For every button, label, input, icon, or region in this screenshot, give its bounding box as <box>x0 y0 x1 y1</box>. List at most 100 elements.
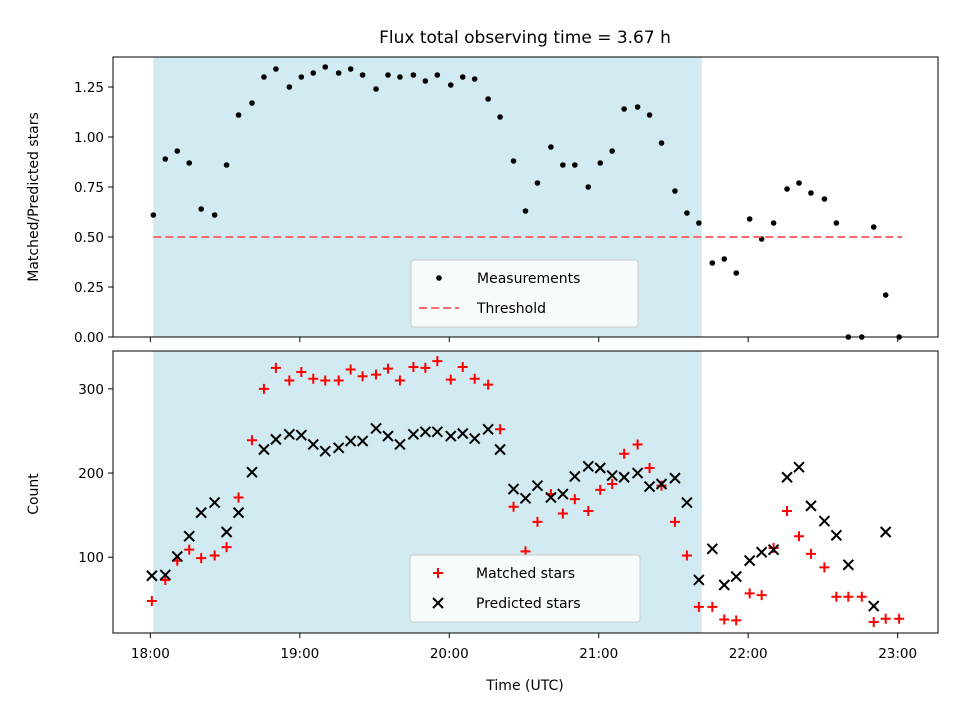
legend-label: Measurements <box>477 271 580 287</box>
measurement-point <box>585 184 592 190</box>
bottom-panel: 100 200 300 18:00 19:00 20:00 21:00 22:00 23:00 M… <box>78 350 939 662</box>
predicted-star-point <box>618 471 630 483</box>
y-tick-label: 0.50 <box>74 230 104 246</box>
measurement-point <box>347 66 354 72</box>
matched-star-point <box>756 590 767 601</box>
matched-star-point <box>284 375 295 386</box>
legend: Measurements Threshold <box>410 259 639 328</box>
matched-star-point <box>632 439 643 450</box>
measurement-point <box>485 96 491 102</box>
matched-star-point <box>681 550 692 561</box>
predicted-star-point <box>270 433 282 446</box>
matched-star-point <box>233 492 244 503</box>
matched-star-point <box>320 375 331 386</box>
predicted-star-point <box>419 426 432 438</box>
matched-star-point <box>856 591 867 602</box>
matched-star-point <box>270 362 281 373</box>
measurement-point <box>696 220 702 226</box>
legend: Matched stars Predicted stars <box>409 554 641 623</box>
measurement-point <box>534 180 541 186</box>
measurement-point <box>162 156 169 162</box>
matched-star-point <box>469 373 480 384</box>
measurement-point <box>597 160 604 166</box>
predicted-star-point <box>781 471 793 483</box>
measurement-point <box>335 70 342 76</box>
predicted-star-point <box>767 543 780 556</box>
predicted-star-point <box>631 467 644 479</box>
matched-star-point <box>371 369 382 380</box>
predicted-star-point <box>830 529 843 542</box>
measurement-point <box>770 220 777 226</box>
predicted-star-point <box>283 428 296 441</box>
y-tick-label: 0.00 <box>74 330 104 346</box>
predicted-star-point <box>569 470 581 483</box>
measurement-point <box>796 180 802 186</box>
measurement-point <box>211 212 218 218</box>
measurement-point <box>621 106 627 112</box>
measurement-point <box>186 160 193 166</box>
measurement-point <box>223 162 230 168</box>
predicted-star-point <box>693 574 705 586</box>
predicted-star-point <box>805 500 817 512</box>
x-tick-label: 19:00 <box>280 646 319 662</box>
measurement-point <box>298 74 305 80</box>
matched-star-point <box>831 591 842 602</box>
predicted-star-point <box>332 442 345 454</box>
predicted-star-point <box>208 496 221 509</box>
matched-star-point <box>595 484 606 495</box>
chart-title: Flux total observing time = 3.67 h <box>379 28 671 48</box>
series-predicted-stars <box>146 422 892 612</box>
matched-star-point <box>258 383 269 394</box>
predicted-star-point <box>868 600 880 612</box>
predicted-star-point <box>879 526 892 538</box>
matched-star-point <box>880 613 891 624</box>
legend-label: Matched stars <box>476 566 575 582</box>
predicted-star-point <box>468 432 481 445</box>
predicted-star-point <box>730 570 742 583</box>
y-tick-label: 200 <box>78 466 104 482</box>
y-tick-label: 0.25 <box>74 280 104 296</box>
matched-star-point <box>607 479 618 490</box>
matched-star-point <box>619 448 630 459</box>
matched-star-point <box>894 613 905 624</box>
matched-star-point <box>160 574 171 585</box>
measurement-point <box>560 162 566 168</box>
series-matched-stars <box>146 356 905 628</box>
y-tick-label: 300 <box>78 382 104 398</box>
legend-box <box>410 259 639 328</box>
measurement-point <box>261 74 267 80</box>
x-tick-label: 23:00 <box>878 646 917 662</box>
y-tick-label: 100 <box>78 550 104 566</box>
measurement-point <box>833 220 840 226</box>
measurement-point <box>198 206 204 212</box>
matched-star-point <box>420 362 431 373</box>
matched-star-point <box>782 505 793 516</box>
matched-star-point <box>731 615 742 626</box>
top-panel: 0.00 0.25 0.50 0.75 1.00 1.25 Measurements Thre… <box>74 56 939 346</box>
matched-star-point <box>432 356 443 367</box>
plot-frame <box>112 56 939 338</box>
predicted-star-point <box>669 472 681 484</box>
top-y-axis-label: Matched/Predicted stars <box>26 112 42 282</box>
measurement-point <box>510 158 517 164</box>
predicted-star-point <box>582 460 594 473</box>
measurement-point <box>150 212 157 218</box>
measurement-point <box>322 64 329 70</box>
measurement-point <box>548 144 554 150</box>
legend-label: Predicted stars <box>476 596 581 612</box>
x-tick-label: 20:00 <box>430 646 469 662</box>
matched-star-point <box>308 373 319 384</box>
predicted-star-point <box>258 443 270 456</box>
measurement-point <box>672 188 678 194</box>
matched-star-point <box>296 367 307 378</box>
measurement-point <box>870 224 877 230</box>
measurement-point <box>447 82 454 88</box>
bottom-y-axis-label: Count <box>26 473 42 515</box>
predicted-star-point <box>681 496 693 509</box>
matched-star-point <box>819 562 830 573</box>
matched-star-point <box>345 364 356 375</box>
legend-measurement-marker <box>436 275 442 281</box>
predicted-star-point <box>356 435 369 447</box>
predicted-star-point <box>183 530 195 542</box>
measurement-point <box>385 72 391 78</box>
